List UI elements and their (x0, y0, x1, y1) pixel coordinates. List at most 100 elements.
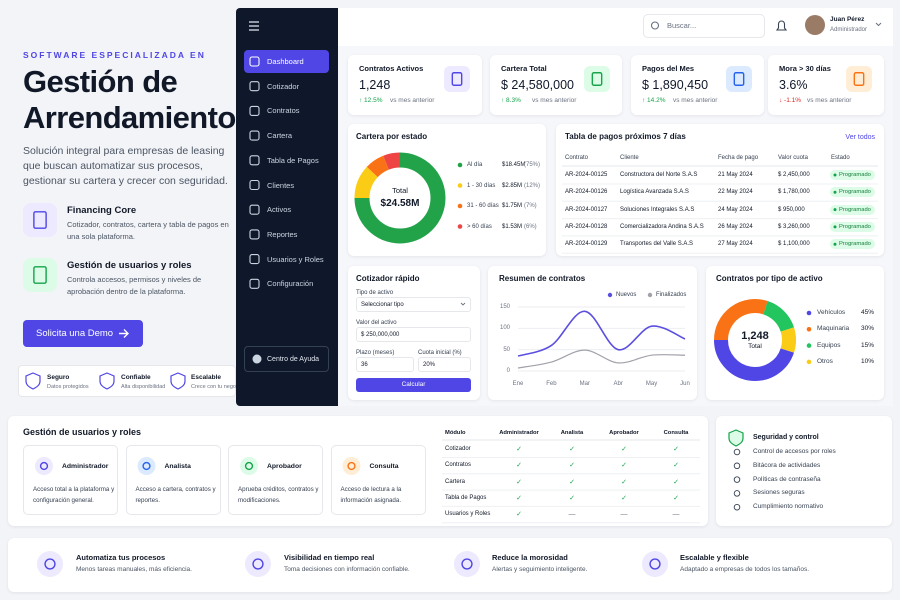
benefit-text: Alertas y seguimiento inteligente. (492, 566, 588, 573)
legend-percent: (7%) (524, 203, 537, 209)
security-item: Control de accesos por roles (753, 448, 836, 455)
table-cell: Transportes del Valle S.A.S (620, 241, 694, 248)
matrix-cell: ✓ (621, 446, 627, 453)
x-tick-label: Ene (512, 381, 524, 387)
role-card (23, 445, 118, 515)
matrix-cell: — (672, 511, 680, 519)
matrix-cell: — (620, 511, 628, 519)
legend-amount: $2.85M (502, 182, 523, 189)
x-tick-label: Mar (579, 381, 590, 387)
legend-percent: 45% (860, 309, 874, 316)
field-label: Plazo (meses) (356, 350, 395, 356)
sidebar-item[interactable]: Cotizador (267, 81, 300, 91)
legend-amount: $1.53M (502, 223, 523, 230)
table-cell: $ 1,780,000 (778, 189, 810, 196)
matrix-cell: ✓ (569, 446, 575, 453)
sidebar-item[interactable]: Activos (267, 205, 292, 215)
kpi-label: Pagos del Mes (642, 64, 695, 73)
role-title: Aprobador (267, 463, 302, 470)
view-all-link[interactable]: Ver todos (845, 134, 875, 141)
icon-glyph (33, 211, 47, 229)
x-tick-label: May (645, 381, 658, 387)
sidebar-active (244, 50, 329, 73)
table-cell: 27 May 2024 (718, 241, 753, 248)
benefit-title: Automatiza tus procesos (76, 553, 166, 562)
y-tick-label: 100 (499, 325, 510, 332)
status-label: Programado (839, 206, 871, 213)
field-value: 20% (423, 362, 436, 368)
role-title: Consulta (369, 463, 399, 470)
badge-row (18, 365, 236, 397)
table-cell: AR-2024-00126 (565, 189, 608, 196)
matrix-cell: ✓ (673, 446, 679, 453)
field-label: Cuota inicial (%) (418, 350, 462, 356)
status-label: Programado (839, 223, 871, 230)
sidebar-item[interactable]: Configuración (267, 279, 314, 289)
feature-text: Controla accesos, permisos y niveles de … (67, 275, 202, 296)
matrix-cell: ✓ (621, 478, 627, 486)
status-pill (830, 204, 875, 215)
security-item: Sesiones seguras (753, 489, 805, 497)
input[interactable] (356, 357, 414, 372)
role-card (125, 445, 221, 515)
table-header: Valor cuota (778, 155, 808, 161)
badge-title: Seguro (47, 374, 70, 381)
input[interactable] (356, 327, 471, 342)
legend-amount: $1.75M (502, 203, 523, 209)
sidebar-item[interactable]: Tabla de Pagos (267, 155, 319, 165)
status-pill (830, 187, 875, 198)
user-role: Administrador (830, 27, 868, 33)
legend-amount: $18.45M (502, 162, 526, 168)
benefit-title: Visibilidad en tiempo real (284, 553, 375, 562)
help-box[interactable] (244, 346, 329, 372)
calc-button[interactable] (356, 378, 471, 392)
icon-glyph (33, 266, 47, 284)
matrix-cell: — (568, 511, 576, 519)
badge-title: Escalable (191, 374, 221, 381)
matrix-cell: ✓ (516, 462, 522, 470)
sidebar-item[interactable]: Usuarios y Roles (267, 254, 324, 264)
legend-percent: 10% (860, 357, 874, 365)
table-cell: Comercializadora Andina S.A.S (620, 223, 704, 230)
field-label: Valor del activo (356, 320, 397, 326)
search[interactable] (643, 14, 765, 38)
status-label: Programado (839, 241, 871, 248)
legend-label: Equipos (817, 341, 841, 349)
legend-percent: (12%) (524, 182, 541, 189)
legend-label: Maquinaria (817, 325, 850, 333)
matrix-module: Tabla de Pagos (445, 494, 487, 501)
field-value: 36 (361, 362, 368, 368)
badge-text: Crece con tu negocio (191, 384, 243, 390)
sidebar-item[interactable]: Dashboard (267, 57, 304, 66)
kpi-label: Mora > 30 días (779, 64, 831, 73)
donut-center-label: Total (748, 343, 762, 350)
table-cell: 22 May 2024 (718, 189, 753, 196)
y-tick-label: 150 (499, 304, 510, 310)
y-tick-label: 0 (506, 368, 510, 374)
y-tick-label: 50 (503, 346, 510, 353)
donut-center-value: $24.58M (380, 198, 420, 209)
matrix-cell: ✓ (516, 478, 522, 486)
status-label: Programado (839, 172, 871, 178)
input[interactable] (418, 357, 471, 372)
role-text: Acceso total a la plataforma y configura… (33, 486, 115, 504)
sidebar-item[interactable]: Reportes (267, 229, 298, 239)
role-card (330, 445, 426, 515)
legend-label: Vehículos (817, 309, 846, 316)
x-tick-label: Feb (546, 381, 557, 387)
panel-title: Contratos por tipo de activo (716, 274, 823, 283)
panel-title: Cotizador rápido (356, 274, 420, 283)
matrix-header: Administrador (499, 430, 539, 436)
sidebar-item[interactable]: Clientes (267, 180, 295, 190)
select[interactable] (356, 297, 471, 312)
kpi-change: ↑ 12.5% (359, 97, 383, 104)
table-cell: 21 May 2024 (718, 172, 753, 178)
table-cell: AR-2024-00129 (565, 241, 608, 248)
legend-label: 1 - 30 días (467, 182, 496, 189)
field-value: $ 250,000,000 (361, 332, 400, 338)
panel-title: Cartera por estado (356, 132, 428, 141)
x-tick-label: Abr (613, 381, 623, 387)
sidebar-item[interactable]: Cartera (267, 131, 293, 141)
role-card (228, 445, 323, 515)
sidebar-item[interactable]: Contratos (267, 106, 300, 116)
